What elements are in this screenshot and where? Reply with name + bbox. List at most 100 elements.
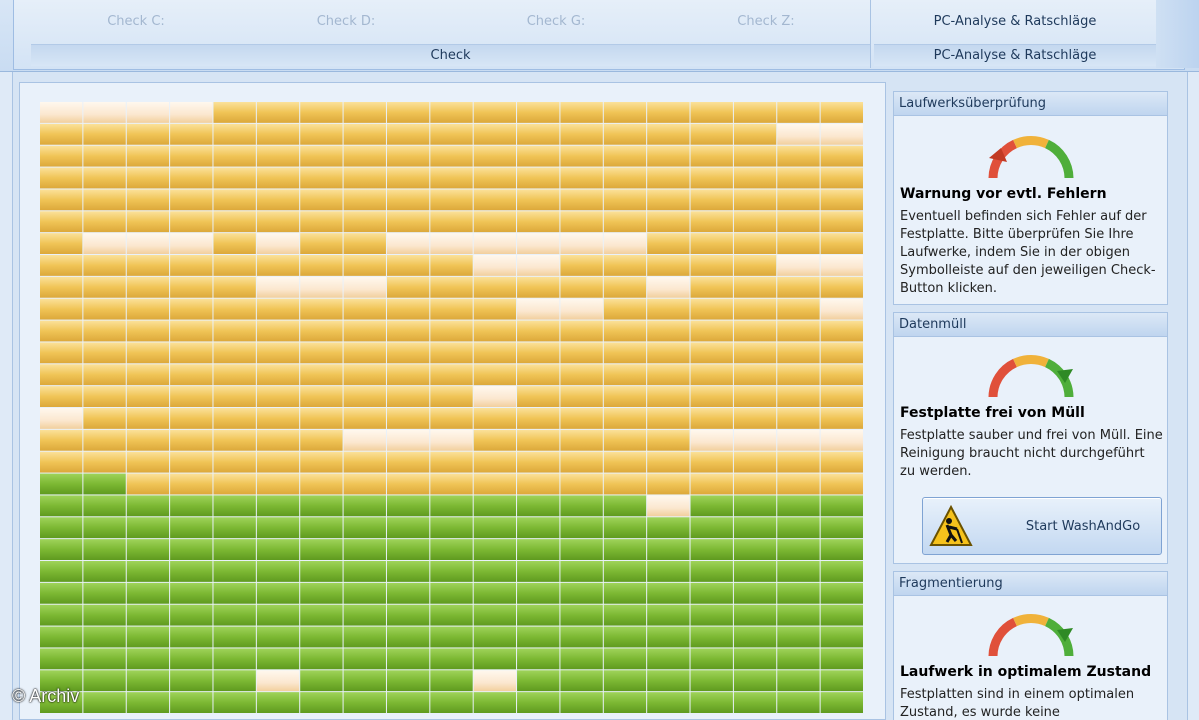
block-used [733, 189, 777, 211]
block-used [430, 408, 473, 429]
block-free [560, 692, 603, 713]
block-used [820, 320, 863, 342]
block-used [517, 211, 560, 233]
block-used [343, 102, 386, 123]
start-washandgo-button[interactable]: Start WashAndGo [922, 497, 1162, 555]
block-empty [40, 408, 83, 429]
block-used [83, 255, 126, 276]
check-d-button[interactable]: Check D: [316, 14, 376, 29]
block-used [386, 102, 430, 123]
block-used [603, 102, 647, 123]
block-free [517, 561, 560, 582]
block-empty [40, 102, 83, 123]
block-used [690, 342, 733, 364]
block-used [560, 123, 603, 145]
block-free [170, 648, 213, 670]
block-used [300, 451, 343, 473]
block-free [126, 495, 170, 517]
block-used [777, 320, 820, 342]
block-used [170, 145, 213, 167]
block-used [300, 255, 343, 276]
drive-check-title: Warnung vor evtl. Fehlern [900, 186, 1107, 202]
block-free [343, 561, 386, 582]
block-used [126, 211, 170, 233]
block-used [777, 473, 820, 495]
block-free [820, 561, 863, 582]
block-used [386, 386, 430, 407]
block-used [256, 123, 300, 145]
block-free [517, 670, 560, 692]
block-used [690, 145, 733, 167]
block-free [40, 517, 83, 539]
block-used [213, 342, 256, 364]
block-free [733, 561, 777, 582]
block-used [213, 102, 256, 123]
block-free [430, 626, 473, 648]
block-used [647, 145, 690, 167]
block-used [170, 167, 213, 189]
block-free [603, 582, 647, 604]
block-free [473, 561, 517, 582]
block-used [170, 364, 213, 386]
check-c-button[interactable]: Check C: [107, 14, 165, 29]
block-used [647, 123, 690, 145]
block-used [517, 408, 560, 429]
block-used [560, 145, 603, 167]
block-used [473, 451, 517, 473]
block-free [213, 561, 256, 582]
block-used [343, 386, 386, 407]
block-free [170, 539, 213, 560]
block-used [386, 473, 430, 495]
check-g-button[interactable]: Check G: [526, 14, 586, 29]
block-used [300, 189, 343, 211]
block-used [473, 364, 517, 386]
block-used [690, 102, 733, 123]
block-free [820, 582, 863, 604]
check-z-button[interactable]: Check Z: [737, 14, 795, 29]
block-free [733, 670, 777, 692]
block-used [517, 189, 560, 211]
block-free [40, 582, 83, 604]
block-used [213, 167, 256, 189]
block-used [213, 364, 256, 386]
block-used [256, 386, 300, 407]
block-used [647, 102, 690, 123]
block-used [170, 320, 213, 342]
block-used [647, 211, 690, 233]
block-used [777, 408, 820, 429]
block-empty [820, 298, 863, 320]
block-free [343, 648, 386, 670]
block-empty [820, 123, 863, 145]
block-free [386, 561, 430, 582]
block-used [300, 364, 343, 386]
block-used [820, 342, 863, 364]
block-free [603, 495, 647, 517]
block-used [256, 342, 300, 364]
block-free [777, 626, 820, 648]
block-used [343, 320, 386, 342]
block-used [473, 276, 517, 298]
block-free [690, 648, 733, 670]
block-free [647, 670, 690, 692]
block-free [517, 626, 560, 648]
block-free [820, 648, 863, 670]
block-used [647, 167, 690, 189]
block-used [517, 429, 560, 451]
block-used [126, 473, 170, 495]
pc-analysis-button[interactable]: PC-Analyse & Ratschläge [933, 14, 1097, 29]
block-free [213, 495, 256, 517]
block-used [603, 211, 647, 233]
block-free [560, 648, 603, 670]
block-used [343, 255, 386, 276]
block-used [83, 342, 126, 364]
block-used [300, 145, 343, 167]
block-free [473, 648, 517, 670]
block-used [690, 189, 733, 211]
block-used [430, 189, 473, 211]
block-free [820, 539, 863, 560]
block-used [647, 473, 690, 495]
block-free [430, 539, 473, 560]
block-used [300, 408, 343, 429]
block-free [83, 692, 126, 713]
block-used [560, 429, 603, 451]
